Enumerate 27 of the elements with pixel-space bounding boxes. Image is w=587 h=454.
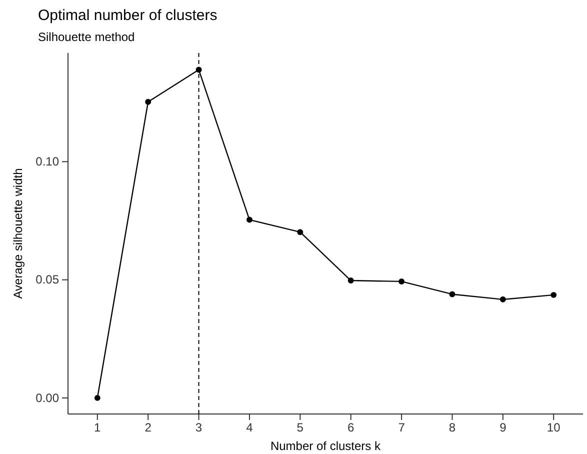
- point: [500, 296, 506, 302]
- point: [246, 216, 252, 223]
- point: [297, 229, 304, 236]
- x-tick-label: 2: [144, 420, 152, 435]
- chart-subtitle: Silhouette method: [38, 30, 135, 44]
- x-axis-title: Number of clusters k: [270, 439, 382, 453]
- x-tick-label: 10: [546, 420, 561, 435]
- x-tick-label: 5: [296, 420, 304, 435]
- x-tick-label: 8: [448, 420, 456, 435]
- point: [145, 98, 152, 105]
- point: [449, 291, 456, 298]
- x-tick-label: 9: [500, 420, 507, 435]
- point: [348, 278, 354, 284]
- x-tick-label: 7: [398, 420, 406, 435]
- y-tick-label: 0.05: [36, 272, 60, 287]
- x-tick-label: 4: [246, 420, 254, 435]
- x-tick-label: 3: [195, 420, 202, 435]
- point: [398, 278, 405, 284]
- x-tick-label: 1: [94, 420, 102, 435]
- y-axis-title: Average silhouette width: [11, 168, 25, 299]
- point: [550, 292, 557, 298]
- x-tick-label: 6: [348, 420, 354, 435]
- point: [94, 394, 100, 401]
- y-tick-label: 0.10: [36, 154, 60, 169]
- y-tick-label: 0.00: [36, 390, 60, 405]
- point: [196, 66, 202, 73]
- chart-title: Optimal number of clusters: [38, 7, 218, 24]
